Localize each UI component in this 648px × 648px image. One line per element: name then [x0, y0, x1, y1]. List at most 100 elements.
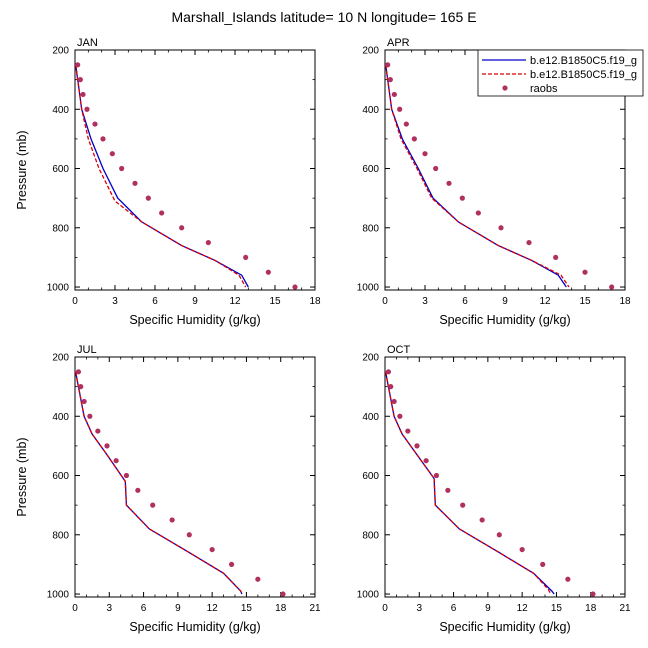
raobs-point [403, 121, 409, 127]
raobs-point [81, 398, 87, 405]
y-tick-label: 400 [52, 412, 69, 423]
raobs-point [123, 472, 130, 479]
plot-area [75, 62, 298, 290]
y-tick-label: 600 [52, 164, 69, 175]
series-line-dashed [75, 64, 247, 288]
legend-label: raobs [530, 83, 558, 95]
x-axis-label: Specific Humidity (g/kg) [439, 313, 570, 327]
y-tick-label: 200 [52, 353, 69, 364]
x-tick-label: 12 [517, 603, 529, 614]
raobs-point [526, 239, 532, 246]
y-tick-label: 1000 [47, 283, 70, 294]
raobs-point [132, 180, 138, 186]
y-tick-label: 600 [52, 471, 69, 482]
raobs-point [391, 398, 397, 405]
raobs-point [179, 225, 185, 231]
raobs-point [582, 269, 588, 275]
raobs-point [460, 502, 466, 508]
y-tick-label: 400 [52, 105, 69, 116]
series-line-dashed [75, 371, 243, 595]
series-line-solid [75, 371, 243, 595]
raobs-point [479, 517, 485, 523]
raobs-point [414, 443, 420, 449]
raobs-point [77, 77, 83, 83]
x-tick-label: 12 [539, 296, 551, 307]
x-axis-label: Specific Humidity (g/kg) [439, 620, 570, 634]
y-tick-label: 600 [362, 164, 379, 175]
x-tick-label: 0 [382, 296, 388, 307]
raobs-point [411, 136, 417, 142]
raobs-point [385, 369, 392, 375]
y-axis-label: Pressure (mb) [15, 437, 29, 516]
x-tick-label: 12 [229, 296, 241, 307]
raobs-point [87, 413, 93, 419]
raobs-point [92, 121, 98, 127]
x-tick-label: 6 [141, 603, 147, 614]
legend: b.e12.B1850C5.f19_g b.e12.B1850C5.f19_gra… [477, 49, 644, 97]
x-tick-label: 21 [619, 603, 631, 614]
x-tick-label: 9 [485, 603, 491, 614]
series-line-dashed [385, 371, 552, 595]
raobs-point [519, 546, 525, 553]
panel-label: JAN [77, 37, 98, 49]
raobs-point [186, 532, 192, 538]
panel-label: JUL [77, 344, 97, 356]
panel-label: APR [387, 37, 410, 49]
raobs-point [565, 576, 571, 582]
series-line-solid [75, 64, 249, 288]
x-tick-label: 18 [619, 296, 631, 307]
x-axis-label: Specific Humidity (g/kg) [129, 313, 260, 327]
x-tick-label: 15 [551, 603, 563, 614]
y-tick-label: 1000 [357, 590, 380, 601]
y-axis-label: Pressure (mb) [15, 130, 29, 209]
raobs-point [75, 369, 82, 375]
raobs-point [433, 165, 439, 172]
panel-oct: OCT 0 3 6 9 12 15 18 21 200 400 600 800 1000 Specific … [357, 344, 631, 634]
raobs-point [119, 165, 125, 172]
raobs-point [590, 591, 596, 597]
legend-label: b.e12.B1850C5.f19_g [530, 69, 637, 81]
x-tick-label: 3 [417, 603, 423, 614]
legend-marker-dot [502, 85, 508, 91]
x-tick-label: 18 [585, 603, 597, 614]
raobs-point [228, 561, 235, 568]
y-tick-label: 400 [362, 105, 379, 116]
raobs-point [475, 210, 481, 216]
x-tick-label: 15 [241, 603, 253, 614]
raobs-point [446, 180, 452, 186]
raobs-point [433, 472, 440, 479]
panel-jan: JAN 0 3 6 9 12 15 18 200 400 600 800 1000 Specific Hu… [15, 37, 321, 327]
y-tick-label: 1000 [357, 283, 380, 294]
raobs-point [205, 239, 211, 246]
raobs-point [100, 136, 106, 142]
x-tick-label: 3 [107, 603, 113, 614]
y-tick-label: 800 [52, 530, 69, 541]
raobs-point [265, 269, 271, 275]
raobs-point [292, 284, 298, 290]
raobs-point [243, 254, 249, 261]
legend-label: b.e12.B1850C5.f19_g [530, 55, 637, 67]
raobs-point [397, 413, 403, 419]
raobs-point [135, 487, 141, 493]
y-tick-label: 600 [362, 471, 379, 482]
x-tick-label: 9 [502, 296, 508, 307]
raobs-point [540, 561, 546, 568]
y-tick-label: 800 [362, 223, 379, 234]
plot-area [385, 369, 596, 597]
x-tick-label: 3 [112, 296, 118, 307]
series-line-dashed [385, 64, 570, 288]
x-tick-label: 6 [462, 296, 468, 307]
y-tick-label: 200 [362, 46, 379, 57]
panels: JAN 0 3 6 9 12 15 18 200 400 600 800 1000 Specific Hu… [15, 37, 631, 634]
y-tick-label: 200 [52, 46, 69, 57]
x-tick-label: 15 [579, 296, 591, 307]
plot-frame [74, 49, 316, 291]
x-tick-label: 3 [422, 296, 428, 307]
raobs-point [280, 591, 286, 597]
raobs-point [422, 151, 428, 157]
raobs-point [445, 487, 451, 493]
raobs-point [84, 106, 90, 112]
plot-area [385, 62, 615, 290]
figure-title: Marshall_Islands latitude= 10 N longitud… [171, 9, 476, 25]
plot-frame [74, 356, 316, 598]
